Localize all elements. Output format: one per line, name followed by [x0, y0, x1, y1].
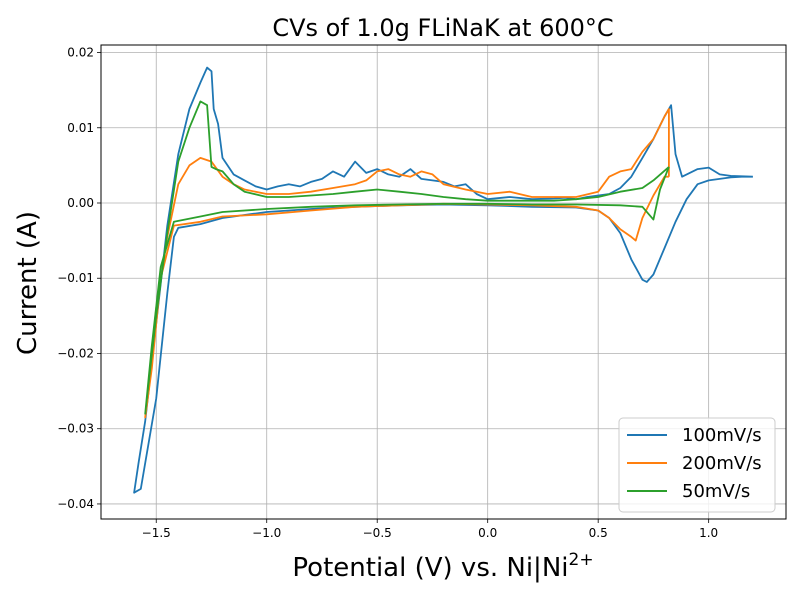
legend-box [618, 417, 776, 513]
legend-entry: 100mV/s [627, 425, 762, 446]
series-layer [133, 66, 753, 494]
x-tick-label: 1.0 [699, 526, 718, 540]
y-tick-label: 0.00 [67, 196, 94, 210]
x-tick-label: −1.0 [252, 526, 281, 540]
legend-label: 100mV/s [682, 425, 762, 446]
y-axis-label: Current (A) [13, 211, 43, 355]
y-tick-label: −0.04 [57, 497, 94, 511]
x-tick-label: −0.5 [363, 526, 392, 540]
chart-title: CVs of 1.0g FLiNaK at 600°C [272, 14, 613, 42]
y-tick-label: 0.02 [67, 46, 94, 60]
y-tick-label: −0.02 [57, 346, 94, 360]
legend-entry: 50mV/s [627, 481, 750, 502]
y-tick-label: −0.03 [57, 422, 94, 436]
y-tick-label: −0.01 [57, 271, 94, 285]
legend-label: 50mV/s [682, 481, 750, 502]
series-line [144, 100, 670, 415]
tick-layer: −1.5 −1.0 −0.5 0.0 0.5 1.0 −0.04 −0.03 −0.02 −0.0… [57, 46, 718, 540]
legend-label: 200mV/s [682, 453, 762, 474]
x-tick-label: 0.0 [478, 526, 497, 540]
legend-entry: 200mV/s [627, 453, 762, 474]
x-tick-label: −1.5 [142, 526, 171, 540]
legend: 100mV/s 200mV/s 50mV/s [618, 417, 776, 513]
x-axis-label-main: Potential (V) vs. Ni|Ni [292, 553, 568, 583]
series-line [144, 108, 670, 419]
plot-frame [100, 44, 787, 520]
x-tick-label: 0.5 [589, 526, 608, 540]
y-tick-label: 0.01 [67, 121, 94, 135]
x-axis-label-superscript: 2+ [569, 550, 594, 570]
x-axis-label: Potential (V) vs. Ni|Ni2+ [292, 550, 593, 583]
